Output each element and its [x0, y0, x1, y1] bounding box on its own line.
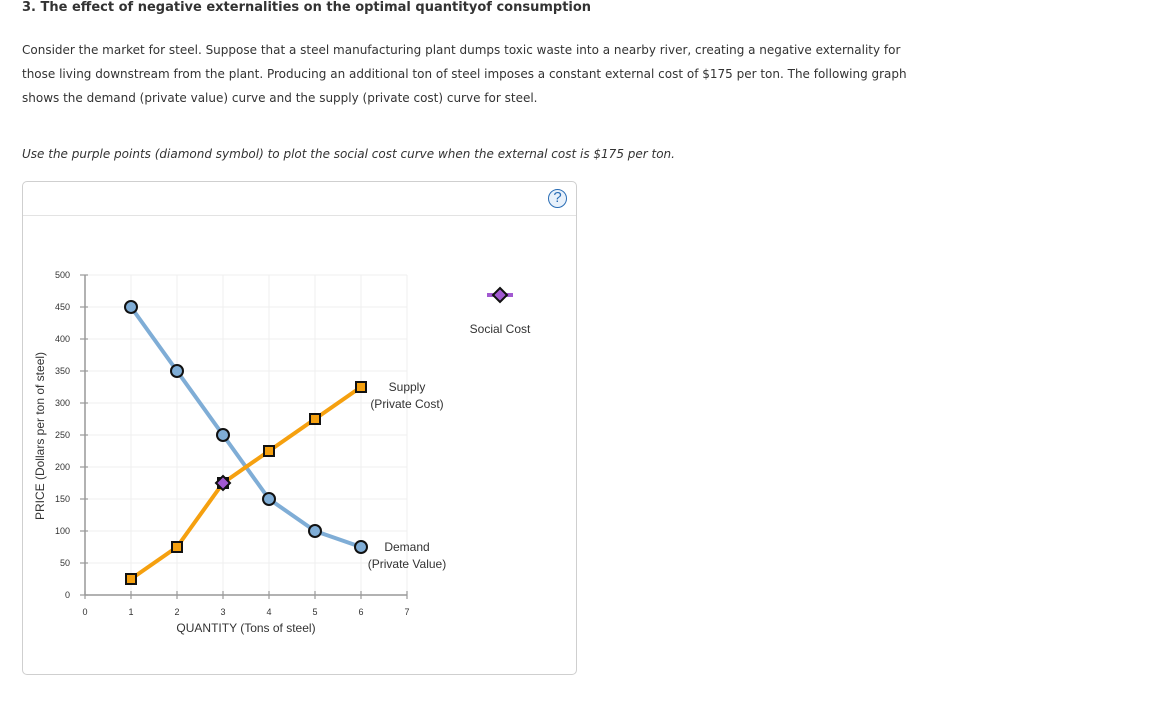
y-tick-label: 0	[65, 590, 70, 600]
demand-point[interactable]	[308, 524, 322, 538]
legend-social-cost[interactable]: Social Cost	[470, 286, 531, 336]
demand-point[interactable]	[124, 300, 138, 314]
x-tick-label: 4	[266, 607, 271, 617]
chart-markers[interactable]	[124, 300, 368, 585]
y-tick-label: 350	[55, 366, 70, 376]
y-tick-label: 400	[55, 334, 70, 344]
demand-point[interactable]	[170, 364, 184, 378]
question-body-line: shows the demand (private value) curve a…	[22, 91, 538, 105]
curve-labels: Supply (Private Cost) Demand (Private Va…	[368, 380, 446, 571]
supply-label-line2: (Private Cost)	[370, 397, 443, 411]
x-tick-label: 0	[82, 607, 87, 617]
demand-point[interactable]	[262, 492, 276, 506]
y-tick-label: 50	[60, 558, 70, 568]
demand-label-line2: (Private Value)	[368, 557, 446, 571]
x-tick-label: 7	[404, 607, 409, 617]
demand-point[interactable]	[354, 540, 368, 554]
chart-curves	[129, 305, 363, 581]
y-tick-label: 150	[55, 494, 70, 504]
question-mark-icon[interactable]: ?	[548, 189, 567, 208]
y-tick-label: 450	[55, 302, 70, 312]
x-tick-label: 3	[220, 607, 225, 617]
y-axis-label: PRICE (Dollars per ton of steel)	[33, 352, 47, 520]
supply-point[interactable]	[309, 413, 321, 425]
x-axis-label: QUANTITY (Tons of steel)	[176, 621, 315, 635]
y-tick-label: 200	[55, 462, 70, 472]
chart-tick-labels: 0 50 100 150 200 250 300 350 400 450 500 0 1 2 3 4 5 6 7	[55, 270, 410, 617]
question-body-line: those living downstream from the plant. …	[22, 67, 907, 81]
supply-label-line1: Supply	[389, 380, 426, 394]
demand-point[interactable]	[216, 428, 230, 442]
demand-curve	[129, 305, 362, 549]
chart-axes	[80, 274, 408, 599]
x-tick-label: 1	[128, 607, 133, 617]
supply-point[interactable]	[263, 445, 275, 457]
question-instruction: Use the purple points (diamond symbol) t…	[22, 147, 675, 161]
legend-label: Social Cost	[470, 322, 531, 336]
question-title: 3. The effect of negative externalities …	[22, 0, 592, 15]
supply-point[interactable]	[355, 381, 367, 393]
x-tick-label: 6	[358, 607, 363, 617]
demand-label-line1: Demand	[384, 540, 429, 554]
y-tick-label: 250	[55, 430, 70, 440]
supply-curve	[129, 385, 363, 581]
x-tick-label: 5	[312, 607, 317, 617]
question-body-line: Consider the market for steel. Suppose t…	[22, 43, 901, 57]
y-tick-label: 500	[55, 270, 70, 280]
panel-header-divider	[23, 215, 576, 216]
y-tick-label: 300	[55, 398, 70, 408]
supply-point[interactable]	[171, 541, 183, 553]
question-body: Consider the market for steel. Suppose t…	[22, 38, 922, 110]
social-cost-point[interactable]	[214, 474, 232, 492]
diamond-icon[interactable]	[491, 286, 509, 304]
y-tick-label: 100	[55, 526, 70, 536]
x-tick-label: 2	[174, 607, 179, 617]
supply-point[interactable]	[125, 573, 137, 585]
